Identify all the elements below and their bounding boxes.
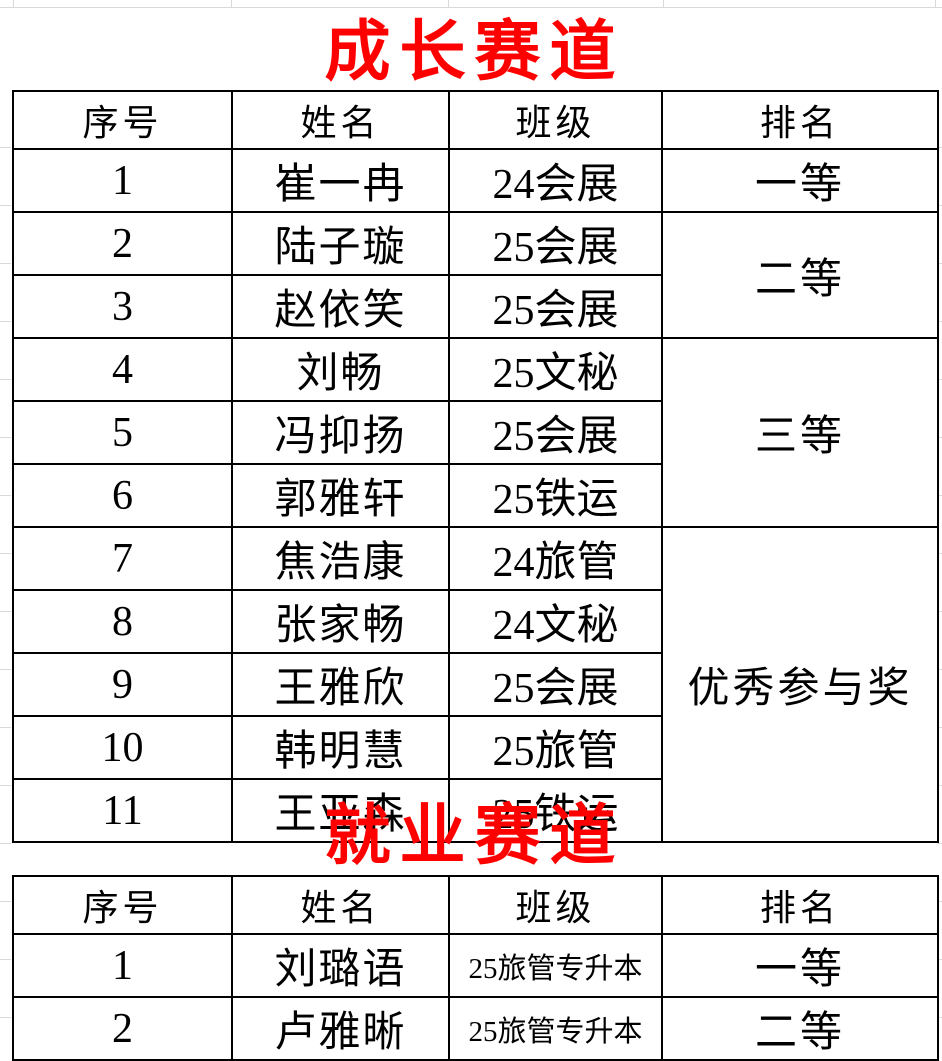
cell-class[interactable]: 25会展 — [448, 211, 663, 276]
cell-name[interactable]: 王雅欣 — [231, 652, 450, 717]
cell-serial[interactable]: 9 — [12, 652, 233, 717]
growth-track-title: 成长赛道 — [324, 16, 625, 89]
sheet-gridline-tick — [448, 0, 449, 7]
table-row: 3 赵依笑 25会展 — [12, 274, 938, 339]
cell-serial[interactable]: 6 — [12, 463, 233, 528]
employment-track-table: 序号 姓名 班级 排名 1 刘璐语 25旅管专升本 一等 2 卢雅晰 25旅管专… — [12, 875, 939, 1061]
table-row: 9 王雅欣 25会展 — [12, 652, 938, 717]
cell-serial[interactable]: 4 — [12, 337, 233, 402]
cell-class[interactable]: 25旅管专升本 — [448, 996, 663, 1061]
table-row: 6 郭雅轩 25铁运 — [12, 463, 938, 528]
column-header-rank[interactable]: 排名 — [661, 875, 939, 935]
column-header-class[interactable]: 班级 — [448, 90, 663, 150]
cell-class[interactable]: 25旅管 — [448, 715, 663, 780]
cell-class[interactable]: 24文秘 — [448, 589, 663, 654]
table-row: 2 卢雅晰 25旅管专升本 二等 — [12, 996, 939, 1061]
cell-class[interactable]: 24旅管 — [448, 526, 663, 591]
table-row: 11 王亚森 25铁运 — [12, 778, 938, 843]
column-header-name[interactable]: 姓名 — [231, 875, 450, 935]
employment-track-title: 就业赛道 — [324, 800, 625, 873]
cell-name[interactable]: 冯抑扬 — [231, 400, 450, 465]
cell-serial[interactable]: 3 — [12, 274, 233, 339]
cell-name[interactable]: 郭雅轩 — [231, 463, 450, 528]
cell-class[interactable]: 24会展 — [448, 148, 663, 213]
growth-header-row: 序号 姓名 班级 排名 — [12, 90, 939, 150]
cell-class[interactable]: 25文秘 — [448, 337, 663, 402]
column-header-serial[interactable]: 序号 — [12, 875, 233, 935]
sheet-gridline-top — [0, 7, 942, 8]
table-row: 4 刘畅 25文秘 三等 — [12, 337, 939, 528]
table-row: 1 崔一冉 24会展 一等 — [12, 148, 939, 213]
table-row: 7 焦浩康 24旅管 优秀参与奖 — [12, 526, 939, 843]
cell-name[interactable]: 陆子璇 — [231, 211, 450, 276]
table-row: 8 张家畅 24文秘 — [12, 589, 938, 654]
column-header-class[interactable]: 班级 — [448, 875, 663, 935]
cell-serial[interactable]: 2 — [12, 211, 233, 276]
cell-rank-first-prize[interactable]: 一等 — [661, 148, 939, 213]
cell-serial[interactable]: 7 — [12, 526, 233, 591]
cell-serial[interactable]: 8 — [12, 589, 233, 654]
cell-rank-third-prize[interactable]: 三等 — [661, 337, 939, 528]
cell-name[interactable]: 王亚森 — [231, 778, 450, 843]
cell-serial[interactable]: 10 — [12, 715, 233, 780]
cell-rank-participation-award[interactable]: 优秀参与奖 — [661, 526, 939, 843]
table-row: 1 刘璐语 25旅管专升本 一等 — [12, 933, 939, 998]
sheet-gridline-right-margin — [937, 90, 942, 1050]
employment-header-row: 序号 姓名 班级 排名 — [12, 875, 939, 935]
cell-class[interactable]: 25会展 — [448, 274, 663, 339]
sheet-gridline-tick — [13, 0, 14, 7]
cell-serial[interactable]: 1 — [12, 148, 233, 213]
growth-track-table: 序号 姓名 班级 排名 1 崔一冉 24会展 一等 2 陆子璇 25会展 二等 … — [12, 90, 939, 843]
column-header-rank[interactable]: 排名 — [661, 90, 939, 150]
cell-name[interactable]: 刘畅 — [231, 337, 450, 402]
cell-class[interactable]: 25会展 — [448, 652, 663, 717]
sheet-gridline-tick — [935, 0, 936, 7]
cell-serial[interactable]: 2 — [12, 996, 233, 1061]
table-row: 2 陆子璇 25会展 二等 — [12, 211, 939, 339]
cell-rank-second-prize[interactable]: 二等 — [661, 996, 939, 1061]
sheet-gridline-tick — [663, 0, 664, 7]
cell-name[interactable]: 赵依笑 — [231, 274, 450, 339]
cell-class[interactable]: 25铁运 — [448, 463, 663, 528]
cell-class[interactable]: 25会展 — [448, 400, 663, 465]
table-row: 5 冯抑扬 25会展 — [12, 400, 938, 465]
cell-name[interactable]: 焦浩康 — [231, 526, 450, 591]
cell-name[interactable]: 卢雅晰 — [231, 996, 450, 1061]
column-header-serial[interactable]: 序号 — [12, 90, 233, 150]
cell-serial[interactable]: 1 — [12, 933, 233, 998]
cell-name[interactable]: 刘璐语 — [231, 933, 450, 998]
table-row: 10 韩明慧 25旅管 — [12, 715, 938, 780]
sheet-gridline-tick — [231, 0, 232, 7]
cell-rank-second-prize[interactable]: 二等 — [661, 211, 939, 339]
cell-name[interactable]: 韩明慧 — [231, 715, 450, 780]
cell-class[interactable]: 25铁运 — [448, 778, 663, 843]
cell-class[interactable]: 25旅管专升本 — [448, 933, 663, 998]
column-header-name[interactable]: 姓名 — [231, 90, 450, 150]
cell-rank-first-prize[interactable]: 一等 — [661, 933, 939, 998]
cell-name[interactable]: 张家畅 — [231, 589, 450, 654]
cell-serial[interactable]: 5 — [12, 400, 233, 465]
cell-serial[interactable]: 11 — [12, 778, 233, 843]
sheet-gridline-left-margin — [0, 90, 11, 1050]
cell-name[interactable]: 崔一冉 — [231, 148, 450, 213]
